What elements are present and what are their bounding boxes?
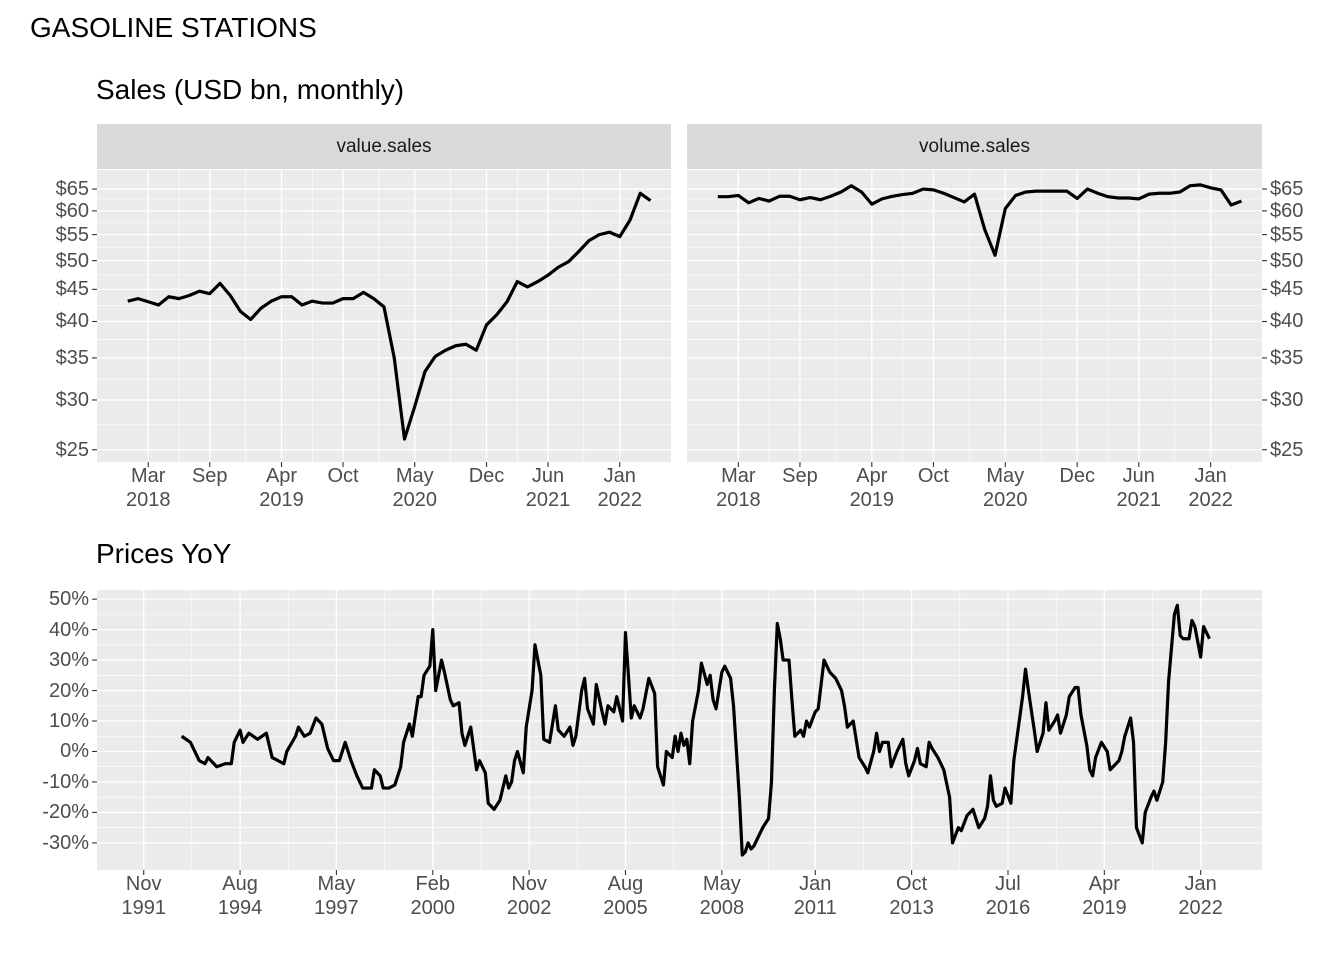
y-tick-label: $45 [1270, 278, 1304, 301]
chart-title: Prices YoY [96, 538, 232, 569]
x-tick-label: May 1997 [314, 873, 359, 919]
x-tick-label: Oct 2013 [889, 873, 934, 919]
y-tick-label: $50 [55, 249, 89, 272]
y-tick-label: -20% [42, 801, 89, 824]
x-tick-label: May 2020 [392, 465, 438, 511]
y-tick-label: 50% [48, 588, 89, 611]
x-tick-label: May 2008 [699, 873, 745, 919]
x-tick-label: Aug 2005 [603, 873, 648, 919]
x-tick-label: Jul 2016 [985, 873, 1031, 919]
x-tick-label: Oct [327, 465, 359, 487]
y-tick-label: $50 [1270, 249, 1304, 272]
x-tick-label: Oct [917, 465, 949, 487]
line [127, 191, 652, 441]
y-tick-label: -30% [42, 831, 89, 854]
y-tick-label: $35 [55, 346, 89, 369]
x-tick-label: Aug 1994 [217, 873, 263, 919]
y-tick-label: $60 [55, 199, 89, 222]
y-tick-label: 10% [48, 710, 89, 732]
x-tick-label: Dec [1059, 465, 1095, 487]
line [180, 603, 1211, 857]
y-tick-label: $30 [1270, 388, 1304, 411]
strip-label: volume.sales [919, 136, 1030, 157]
x-tick-label: Nov 2002 [506, 873, 552, 919]
y-tick-label: -10% [42, 770, 89, 793]
x-tick-label: Mar 2018 [716, 465, 761, 511]
panel-background [687, 170, 1262, 462]
y-tick-label: $35 [1270, 346, 1304, 369]
y-tick-label: $30 [55, 388, 89, 411]
y-tick-label: $40 [55, 310, 89, 333]
x-tick-label: Jun 2021 [525, 465, 571, 511]
x-tick-label: Mar 2018 [126, 465, 171, 511]
y-tick-label: $60 [1270, 199, 1304, 222]
x-tick-label: Apr 2019 [259, 465, 304, 511]
strip-background [687, 124, 1262, 169]
y-tick-label: $45 [55, 278, 89, 301]
y-tick-label: $25 [55, 438, 89, 461]
line [717, 183, 1243, 257]
y-tick-label: $40 [1270, 310, 1304, 333]
y-tick-label: 40% [48, 618, 89, 641]
y-tick-label: 0% [60, 740, 89, 763]
x-tick-label: Sep [782, 465, 818, 487]
x-tick-label: Jan 2011 [793, 873, 837, 919]
panel-background [97, 590, 1262, 870]
y-tick-label: 30% [48, 649, 89, 672]
strip-label: value.sales [336, 136, 432, 157]
y-tick-label: $55 [55, 223, 89, 246]
y-tick-label: $65 [1270, 178, 1304, 201]
x-tick-label: Jun 2021 [1116, 465, 1162, 511]
x-tick-label: Nov 1991 [121, 873, 166, 919]
strip-background [97, 124, 671, 169]
y-tick-label: $25 [1270, 438, 1304, 461]
chart-title: Sales (USD bn, monthly) [96, 74, 405, 105]
x-tick-label: May 2020 [983, 465, 1028, 511]
y-tick-label: $65 [55, 178, 89, 201]
x-tick-label: Jan 2022 [597, 465, 643, 511]
y-tick-label: $55 [1270, 223, 1304, 246]
page-title: GASOLINE STATIONS [30, 12, 317, 43]
x-tick-label: Feb 2000 [410, 873, 456, 919]
x-tick-label: Jan 2022 [1178, 873, 1223, 919]
y-tick-label: 20% [48, 679, 89, 702]
x-tick-label: Dec [468, 465, 505, 487]
x-tick-label: Jan 2022 [1188, 465, 1233, 511]
x-tick-label: Apr 2019 [849, 465, 895, 511]
x-tick-label: Sep [191, 465, 228, 487]
x-tick-label: Apr 2019 [1082, 873, 1127, 919]
panel-background [97, 170, 671, 462]
